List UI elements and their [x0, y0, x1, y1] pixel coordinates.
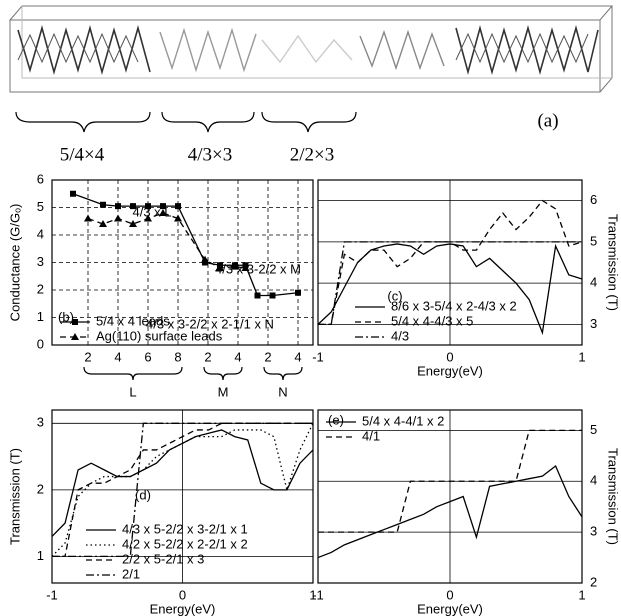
marker [130, 203, 136, 209]
figure: 5/4×4 4/3×3 2/2×3 (a) 012345624682424Con… [0, 0, 621, 616]
group-label: L [129, 384, 136, 399]
legend-label: 8/6 x 3-5/4 x 2-4/3 x 2 [391, 298, 517, 313]
marker [175, 203, 181, 209]
panel-label: (e) [328, 412, 344, 427]
x-tick-label: 0 [446, 349, 453, 364]
page: 5/4×4 4/3×3 2/2×3 (a) 012345624682424Con… [0, 0, 621, 616]
segment-label: 5/4×4 [60, 144, 105, 165]
x-tick-label: -1 [312, 587, 324, 602]
marker [70, 191, 76, 197]
x-axis-label: Energy(eV) [150, 601, 216, 616]
x-tick-label: -1 [312, 349, 324, 364]
x-tick-label: 0 [446, 587, 453, 602]
marker [114, 215, 122, 222]
y-tick-label: 4 [590, 473, 597, 488]
y-tick-label: 3 [37, 415, 44, 430]
legend-label: 2/2 x 5-2/1 x 3 [122, 551, 204, 566]
group-label: N [278, 384, 287, 399]
group-brace [204, 367, 242, 380]
y-tick-label: 1 [37, 548, 44, 563]
y-tick-label: 4 [37, 226, 44, 241]
x-tick-label: 2 [264, 349, 271, 364]
x-tick-label: 2 [84, 349, 91, 364]
x-tick-label: 0 [179, 587, 186, 602]
x-tick-label: 8 [174, 349, 181, 364]
x-axis-label: Energy(eV) [417, 363, 483, 378]
segment-label: 2/2×3 [290, 144, 335, 165]
x-tick-label: -1 [46, 587, 58, 602]
x-tick-label: 1 [578, 587, 585, 602]
y-axis-label: Transmission (T) [7, 448, 22, 545]
y-tick-label: 2 [37, 281, 44, 296]
group-label: M [218, 384, 229, 399]
y-tick-label: 4 [590, 275, 597, 290]
x-tick-label: 4 [294, 349, 301, 364]
marker [160, 203, 166, 209]
x-tick-label: 1 [578, 349, 585, 364]
legend-label: Ag(110) surface leads [96, 328, 223, 343]
legend-label: 4/3 x 5-2/2 x 3-2/1 x 1 [122, 521, 248, 536]
y-axis-label: Transmission (T) [606, 214, 621, 311]
y-tick-label: 5 [37, 199, 44, 214]
x-axis-label: Energy(eV) [417, 601, 483, 616]
y-tick-label: 5 [590, 422, 597, 437]
x-tick-label: 4 [234, 349, 241, 364]
braces [16, 112, 356, 132]
group-brace [84, 367, 182, 380]
x-tick-label: 6 [144, 349, 151, 364]
y-tick-label: 0 [37, 336, 44, 351]
x-tick-label: 4 [114, 349, 121, 364]
y-tick-label: 2 [37, 481, 44, 496]
marker [255, 293, 261, 299]
x-tick-label: 2 [204, 349, 211, 364]
legend-label: 4/1 [362, 428, 380, 443]
y-tick-label: 3 [37, 254, 44, 269]
marker [270, 293, 276, 299]
legend-label: 2/1 [122, 566, 140, 581]
segment-label: 4/3×3 [188, 144, 233, 165]
y-tick-label: 3 [590, 316, 597, 331]
panel-label: (a) [537, 110, 558, 131]
legend-marker [72, 319, 78, 325]
group-brace [264, 367, 302, 380]
legend-label: 5/4 x 4-4/3 x 5 [391, 313, 473, 328]
marker [100, 202, 106, 208]
legend-label: 4/3 [391, 328, 409, 343]
y-tick-label: 3 [590, 524, 597, 539]
y-tick-label: 6 [37, 171, 44, 186]
marker [295, 290, 301, 296]
y-tick-label: 6 [590, 192, 597, 207]
marker [145, 203, 151, 209]
legend-label: 5/4 x 4-4/1 x 2 [362, 413, 444, 428]
y-axis-label: Transmission (T) [606, 448, 621, 545]
legend-label: 4/2 x 5-2/2 x 2-2/1 x 2 [122, 536, 248, 551]
marker [115, 203, 121, 209]
y-tick-label: 5 [590, 233, 597, 248]
y-axis-label: Conductance (G/Gₒ) [7, 204, 22, 322]
series-line [73, 194, 298, 296]
marker [84, 215, 92, 222]
series-line [88, 213, 246, 268]
structure-drawing [10, 6, 612, 92]
annotation: 4/3 x 3-2/2 x M [215, 261, 301, 276]
y-tick-label: 1 [37, 309, 44, 324]
y-tick-label: 2 [590, 574, 597, 589]
legend-label: 5/4 x 4 leads [96, 313, 170, 328]
